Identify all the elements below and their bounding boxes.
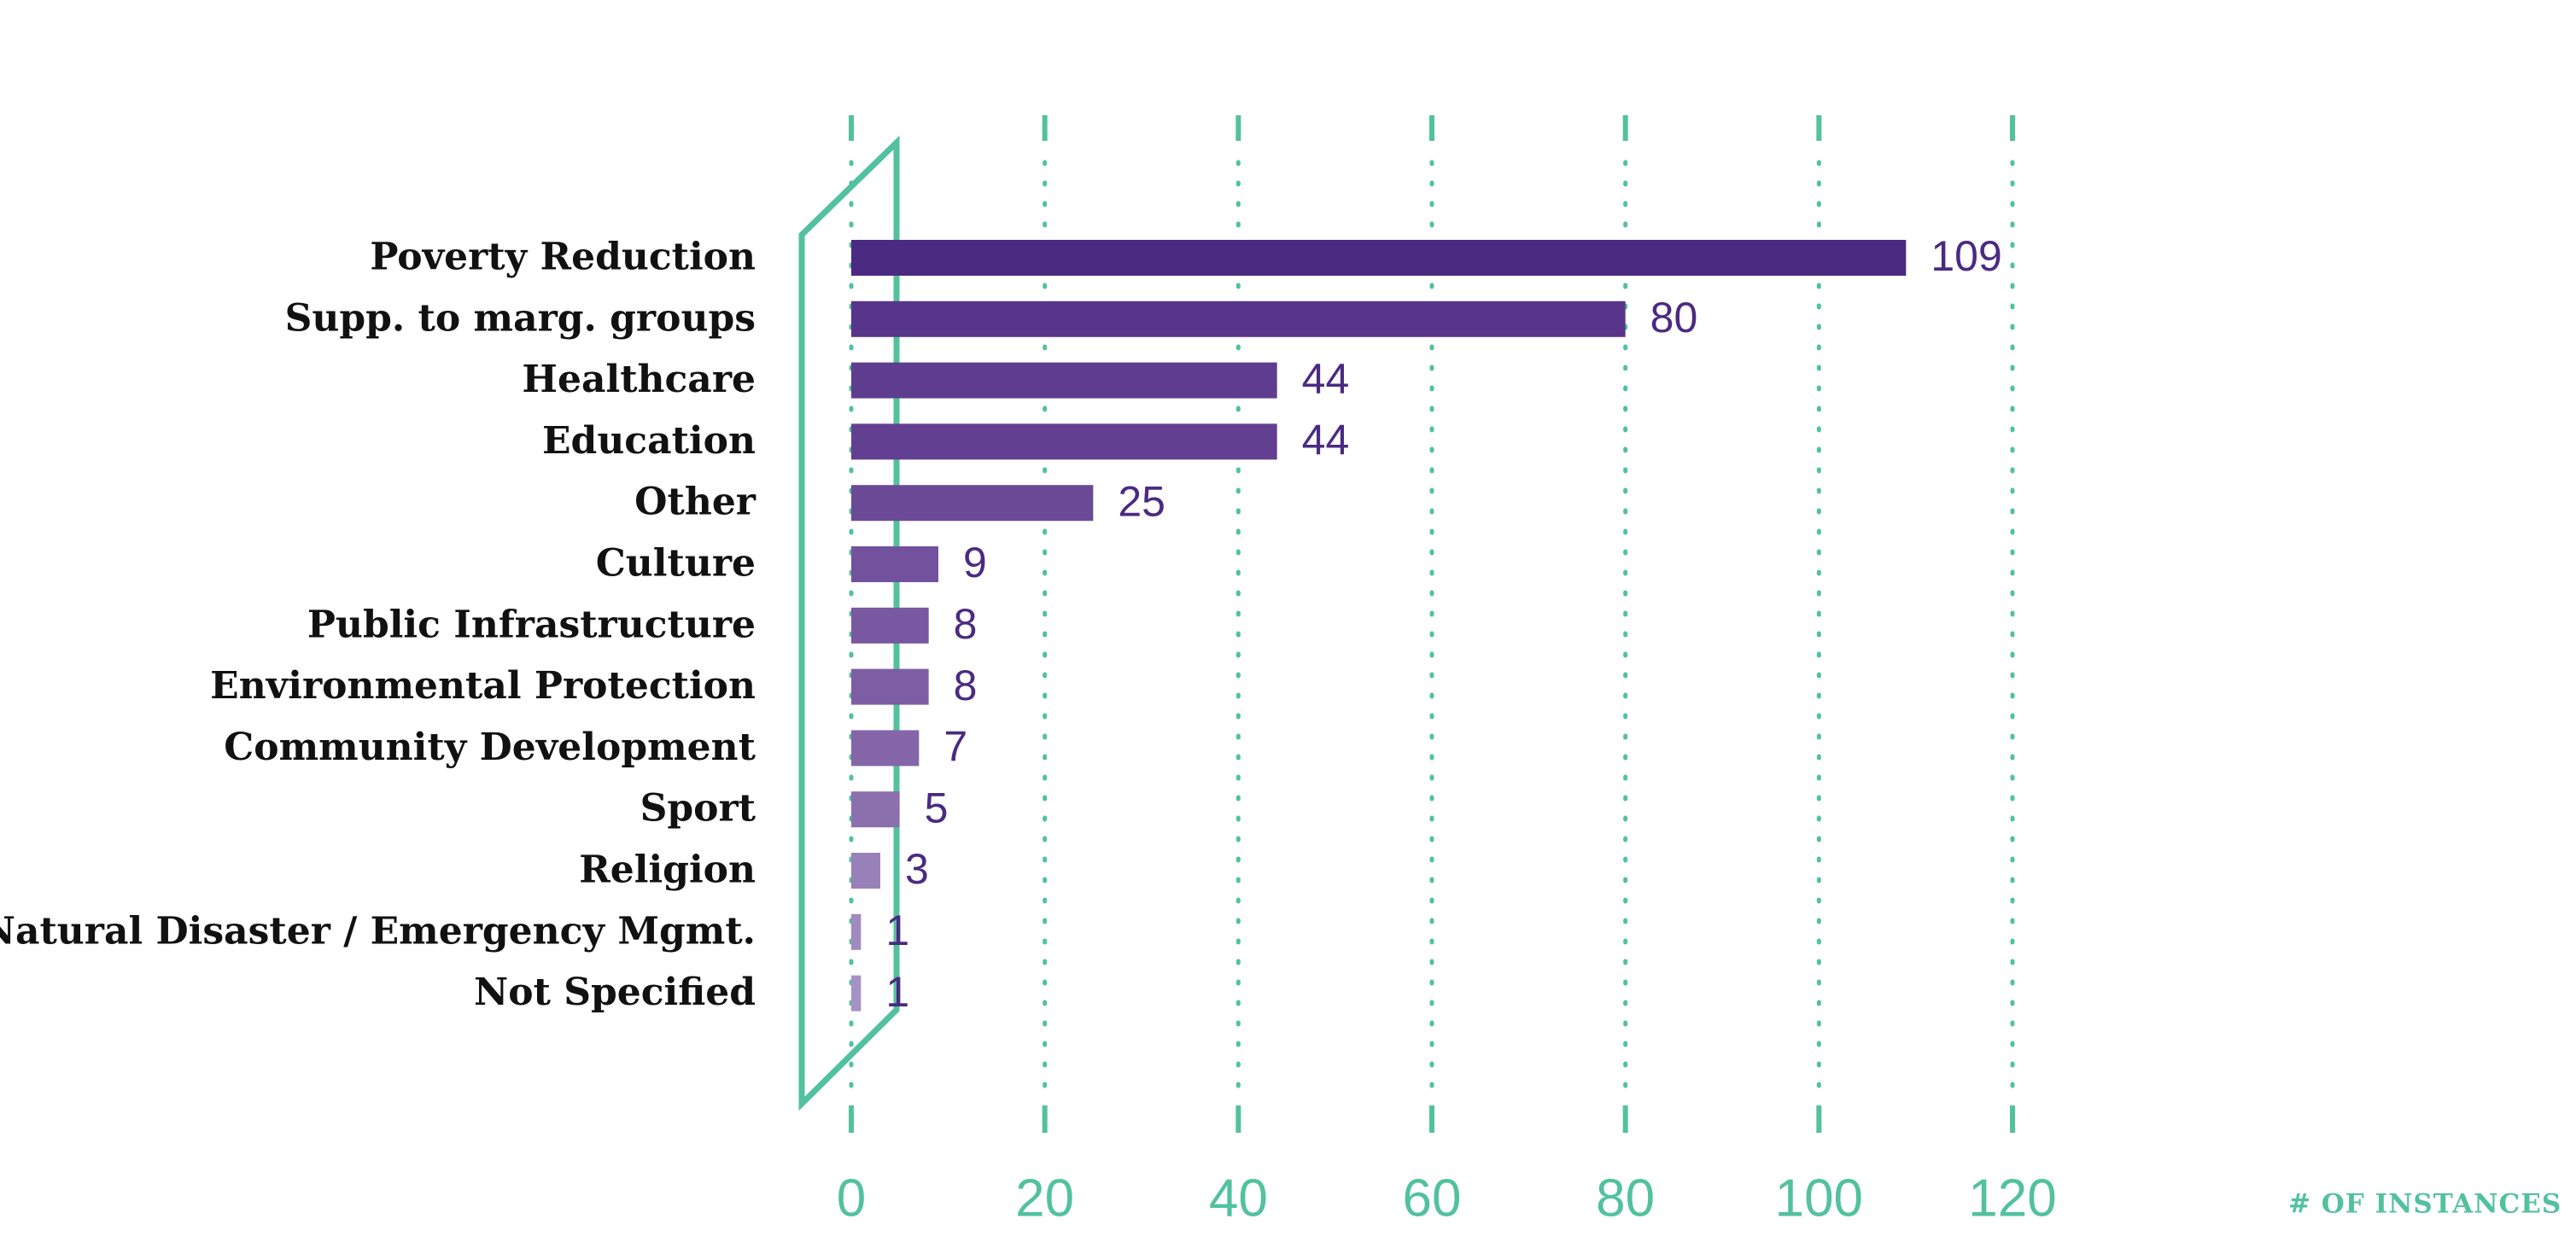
category-label: Not Specified	[474, 971, 756, 1014]
value-label: 9	[963, 539, 987, 586]
category-label: Environmental Protection	[210, 664, 756, 708]
bar	[851, 730, 920, 767]
value-label: 8	[954, 662, 978, 709]
category-label: Other	[634, 481, 756, 524]
bar	[851, 791, 900, 828]
x-tick-label: 80	[1596, 1169, 1655, 1228]
category-label: Education	[542, 419, 756, 463]
value-label: 1	[885, 968, 909, 1016]
x-tick-label: 120	[1968, 1169, 2056, 1228]
value-label: 1	[885, 907, 909, 954]
x-tick-label: 100	[1775, 1169, 1863, 1228]
bar	[851, 300, 1626, 337]
value-label: 3	[905, 845, 929, 893]
category-label: Healthcare	[522, 358, 756, 401]
value-label: 25	[1118, 477, 1165, 525]
value-label: 7	[943, 723, 967, 771]
value-label: 8	[954, 600, 978, 648]
bar	[851, 240, 1907, 276]
value-label: 44	[1302, 355, 1350, 403]
x-tick-label: 20	[1015, 1169, 1074, 1228]
bar	[851, 423, 1277, 460]
category-label: Poverty Reduction	[370, 236, 756, 279]
bar	[851, 975, 862, 1012]
value-label: 5	[925, 784, 949, 831]
bar	[851, 607, 929, 644]
bar	[851, 668, 929, 705]
x-tick-label: 0	[837, 1169, 866, 1228]
value-label: 80	[1650, 294, 1698, 341]
x-tick-label: 40	[1209, 1169, 1268, 1228]
bar	[851, 362, 1277, 399]
category-label: Culture	[596, 542, 756, 586]
category-label: Natural Disaster / Emergency Mgmt.	[0, 909, 756, 953]
category-label: Community Development	[224, 726, 756, 769]
bar	[851, 546, 938, 582]
category-label: Sport	[640, 787, 756, 831]
category-label: Public Infrastructure	[307, 603, 756, 646]
category-label: Religion	[579, 849, 756, 892]
decor-frame	[798, 135, 900, 1111]
x-axis-label: # OF INSTANCES	[2288, 1189, 2561, 1220]
bar	[851, 913, 862, 950]
bar	[851, 485, 1094, 522]
x-tick-label: 60	[1403, 1169, 1462, 1228]
bar	[851, 853, 880, 889]
category-label: Supp. to marg. groups	[285, 296, 756, 340]
value-label: 109	[1931, 232, 2001, 280]
value-label: 44	[1302, 417, 1350, 464]
